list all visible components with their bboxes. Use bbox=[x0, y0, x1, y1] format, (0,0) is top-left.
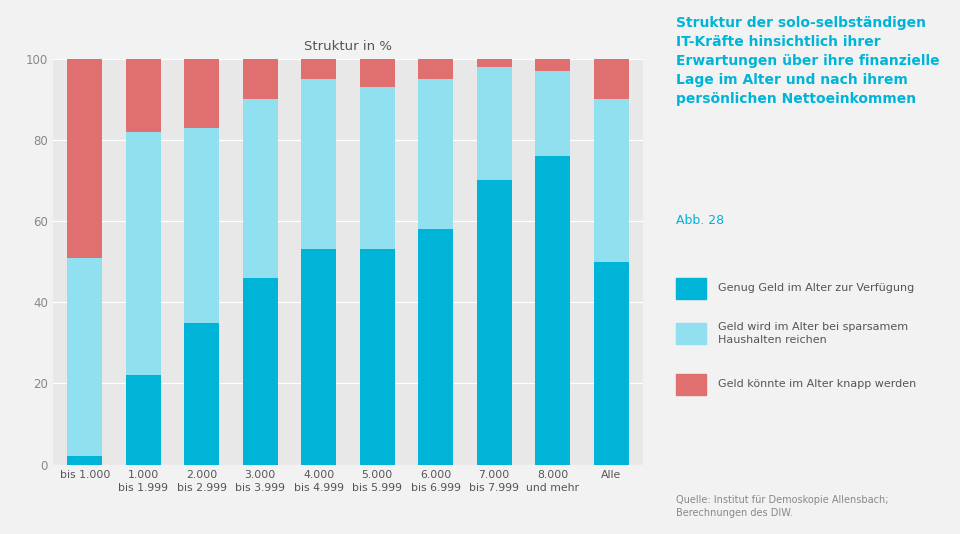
Bar bbox=[593, 262, 629, 465]
Bar bbox=[419, 79, 453, 229]
Bar bbox=[243, 99, 277, 278]
Title: Struktur in %: Struktur in % bbox=[304, 41, 392, 53]
Bar bbox=[535, 156, 570, 465]
Bar bbox=[676, 374, 706, 395]
Bar bbox=[535, 59, 570, 71]
Bar bbox=[419, 229, 453, 465]
Bar bbox=[301, 59, 336, 79]
Bar bbox=[67, 59, 103, 257]
Bar bbox=[476, 180, 512, 465]
Bar bbox=[535, 71, 570, 156]
Bar bbox=[184, 323, 220, 465]
Bar bbox=[243, 278, 277, 465]
Text: Struktur der solo-selbständigen
IT-Kräfte hinsichtlich ihrer
Erwartungen über ih: Struktur der solo-selbständigen IT-Kräft… bbox=[676, 16, 940, 106]
Bar bbox=[301, 249, 336, 465]
Bar bbox=[243, 59, 277, 99]
Bar bbox=[126, 59, 161, 132]
Bar bbox=[360, 59, 395, 87]
Text: Geld könnte im Alter knapp werden: Geld könnte im Alter knapp werden bbox=[718, 380, 917, 389]
Bar bbox=[419, 59, 453, 79]
Bar bbox=[67, 457, 103, 465]
Bar bbox=[126, 375, 161, 465]
Bar bbox=[476, 59, 512, 67]
Bar bbox=[184, 128, 220, 323]
Bar bbox=[184, 59, 220, 128]
Text: Genug Geld im Alter zur Verfügung: Genug Geld im Alter zur Verfügung bbox=[718, 284, 914, 293]
Bar bbox=[676, 323, 706, 344]
Bar bbox=[593, 59, 629, 99]
Text: Geld wird im Alter bei sparsamem
Haushalten reichen: Geld wird im Alter bei sparsamem Haushal… bbox=[718, 323, 908, 345]
Text: Abb. 28: Abb. 28 bbox=[676, 214, 724, 226]
Bar bbox=[360, 249, 395, 465]
Text: Quelle: Institut für Demoskopie Allensbach;
Berechnungen des DIW.: Quelle: Institut für Demoskopie Allensba… bbox=[676, 495, 888, 518]
Bar bbox=[126, 132, 161, 375]
Bar bbox=[67, 257, 103, 457]
Bar bbox=[301, 79, 336, 249]
Bar bbox=[360, 87, 395, 249]
Bar bbox=[476, 67, 512, 180]
Bar bbox=[593, 99, 629, 262]
Bar bbox=[676, 278, 706, 299]
